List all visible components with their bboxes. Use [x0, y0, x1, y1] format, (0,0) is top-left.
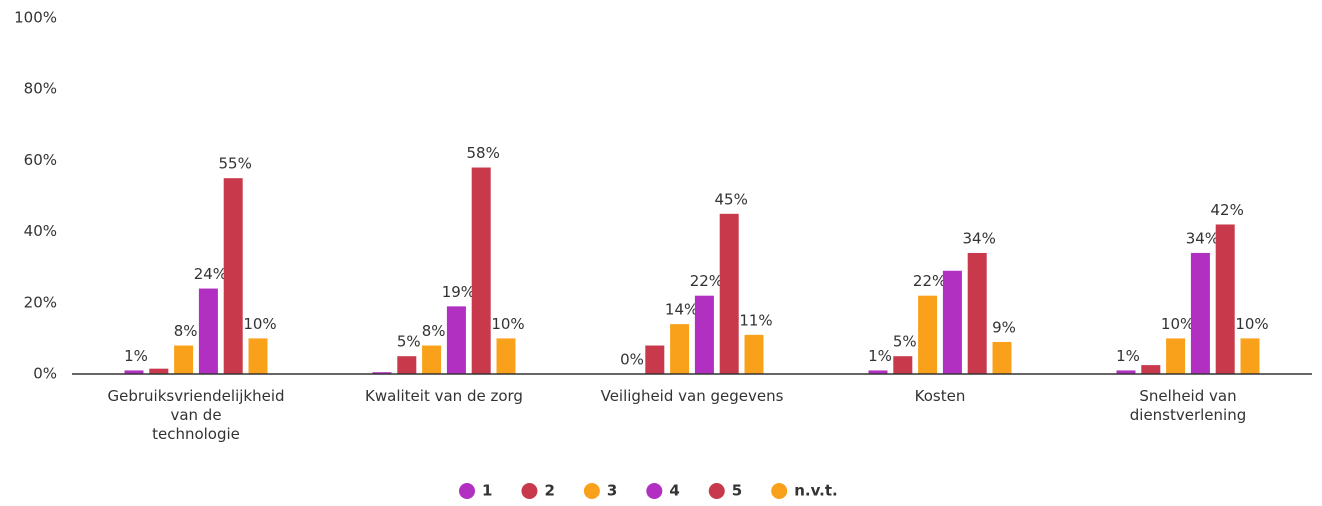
data-label: 14%: [665, 301, 698, 319]
legend-marker: [771, 483, 788, 499]
bar: [496, 338, 516, 374]
data-label: 58%: [467, 144, 500, 162]
data-label: 24%: [194, 265, 227, 283]
x-tick-label: Snelheid van dienstverlening: [1129, 387, 1247, 424]
legend-label: 3: [607, 482, 617, 500]
legend-label: 1: [482, 482, 492, 500]
legend-marker: [646, 483, 663, 499]
x-tick-label: Kwaliteit van de zorg: [365, 387, 523, 405]
bar: [397, 356, 417, 374]
bar: [422, 345, 442, 374]
data-label: 42%: [1211, 201, 1244, 219]
legend-marker: [583, 483, 600, 499]
y-tick-label: 20%: [24, 293, 57, 311]
data-label: 10%: [1161, 315, 1194, 333]
data-label: 1%: [124, 347, 148, 365]
data-label: 0%: [620, 351, 644, 369]
bar: [744, 334, 764, 374]
data-label: 19%: [442, 283, 475, 301]
x-tick-label: Gebruiksvriendelijkheid van de technolog…: [107, 387, 285, 443]
bar: [868, 370, 888, 374]
bar: [1141, 365, 1161, 374]
bar: [248, 338, 268, 374]
legend-label: 4: [669, 482, 679, 500]
bar: [893, 356, 913, 374]
bar: [918, 295, 938, 374]
legend-label: 5: [732, 482, 742, 500]
legend-label: 2: [544, 482, 554, 500]
y-tick-label: 80%: [24, 80, 57, 98]
bar: [149, 368, 169, 374]
data-label: 22%: [690, 272, 723, 290]
bar: [124, 370, 144, 374]
legend-marker: [459, 483, 475, 499]
data-label: 8%: [174, 322, 198, 340]
y-tick-label: 60%: [24, 151, 57, 169]
data-label: 34%: [1186, 229, 1219, 247]
data-label: 5%: [397, 333, 421, 351]
legend-marker: [521, 483, 538, 499]
bar: [1116, 370, 1136, 374]
data-label: 45%: [715, 190, 748, 208]
x-tick-label: Veiligheid van gegevens: [600, 387, 784, 405]
legend-label: n.v.t.: [794, 482, 838, 500]
bar: [223, 178, 243, 374]
data-label: 55%: [219, 155, 252, 173]
bar: [1215, 224, 1235, 374]
data-label: 9%: [992, 318, 1016, 336]
bar: [719, 213, 739, 374]
bar: [198, 288, 218, 374]
bar: [645, 345, 665, 374]
data-label: 34%: [963, 229, 996, 247]
data-label: 10%: [491, 315, 524, 333]
data-label: 10%: [1235, 315, 1268, 333]
x-tick-label: Kosten: [914, 387, 966, 405]
bar: [694, 295, 714, 374]
bar: [670, 324, 690, 374]
data-label: 1%: [1116, 347, 1140, 365]
data-label: 1%: [868, 347, 892, 365]
bar: [1240, 338, 1260, 374]
bar: [967, 252, 987, 374]
bar: [1166, 338, 1186, 374]
data-label: 11%: [739, 311, 772, 329]
data-label: 5%: [893, 333, 917, 351]
bar: [446, 306, 466, 374]
y-tick-label: 100%: [14, 9, 57, 27]
bar: [372, 372, 392, 374]
data-label: 8%: [422, 322, 446, 340]
data-label: 10%: [243, 315, 276, 333]
bar: [942, 270, 962, 374]
data-label: 22%: [913, 272, 946, 290]
bar: [992, 341, 1012, 374]
bar: [471, 167, 491, 374]
y-tick-label: 40%: [24, 222, 57, 240]
bar: [1190, 252, 1210, 374]
y-tick-label: 0%: [33, 365, 57, 383]
legend-marker: [708, 483, 725, 499]
bar: [174, 345, 194, 374]
